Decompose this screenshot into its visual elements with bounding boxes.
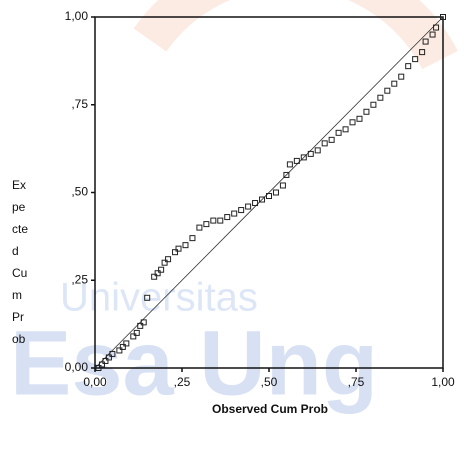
point (377, 94, 384, 101)
y-axis-label: d (12, 244, 19, 258)
point (314, 147, 321, 154)
point (102, 357, 109, 364)
point (252, 200, 259, 207)
point (130, 333, 137, 340)
point (161, 259, 168, 266)
point (158, 266, 165, 273)
point (119, 343, 126, 350)
point (391, 80, 398, 87)
point (196, 224, 203, 231)
y-axis-label: Pr (12, 310, 24, 324)
point (286, 161, 293, 168)
point (363, 108, 370, 115)
point (245, 203, 252, 210)
watermark-text: Universitas (60, 276, 258, 320)
point (259, 196, 266, 203)
point (307, 150, 314, 157)
point (95, 365, 102, 371)
y-axis-label: ob (12, 332, 26, 346)
point (342, 126, 349, 133)
point (105, 354, 112, 361)
point (405, 63, 412, 70)
point (412, 56, 419, 63)
y-axis-label: m (12, 288, 22, 302)
point (151, 273, 158, 280)
point (154, 270, 161, 277)
point (203, 221, 210, 228)
point (349, 119, 356, 126)
y-tick-label: ,50 (71, 185, 88, 199)
point (231, 210, 238, 217)
point (210, 217, 217, 224)
x-axis-label: Observed Cum Prob (212, 402, 328, 416)
x-tick-label: ,50 (261, 375, 278, 389)
watermark-text: Esa Ung (10, 312, 378, 414)
point (217, 217, 224, 224)
point (238, 207, 245, 214)
point (293, 157, 300, 164)
watermark-arc (133, 0, 458, 70)
point (116, 347, 123, 354)
point (272, 189, 279, 196)
point (175, 245, 182, 252)
y-tick-label: ,25 (71, 272, 88, 286)
point (123, 340, 130, 347)
y-tick-label: 1,00 (65, 9, 89, 23)
point (433, 24, 440, 31)
y-axis-label: Ex (12, 178, 26, 192)
point (419, 49, 426, 56)
point (328, 136, 335, 143)
y-tick-label: ,75 (71, 97, 88, 111)
point (165, 256, 172, 263)
point (224, 214, 231, 221)
point (182, 242, 189, 249)
x-tick-label: ,25 (174, 375, 191, 389)
point (279, 182, 286, 189)
y-tick-label: 0,00 (65, 360, 89, 374)
point (321, 140, 328, 147)
point (335, 129, 342, 136)
point (384, 87, 391, 94)
point (422, 38, 429, 45)
point (189, 235, 196, 242)
point (98, 361, 105, 368)
point (266, 193, 272, 200)
y-axis-label: pe (12, 200, 26, 214)
point (398, 73, 405, 80)
point (144, 294, 151, 301)
x-tick-label: ,75 (348, 375, 365, 389)
y-axis-label: Cu (12, 266, 27, 280)
point (440, 14, 446, 20)
x-tick-label: 0,00 (83, 375, 107, 389)
point (109, 350, 116, 357)
point (370, 101, 377, 108)
y-axis-label: cte (12, 222, 28, 236)
point (133, 329, 140, 336)
point (356, 115, 363, 122)
point (137, 322, 144, 329)
point (300, 154, 307, 161)
x-tick-label: 1,00 (431, 375, 455, 389)
point (429, 31, 436, 38)
point (172, 249, 179, 256)
point (140, 319, 147, 326)
reference-line (94, 16, 444, 369)
point (283, 171, 290, 178)
